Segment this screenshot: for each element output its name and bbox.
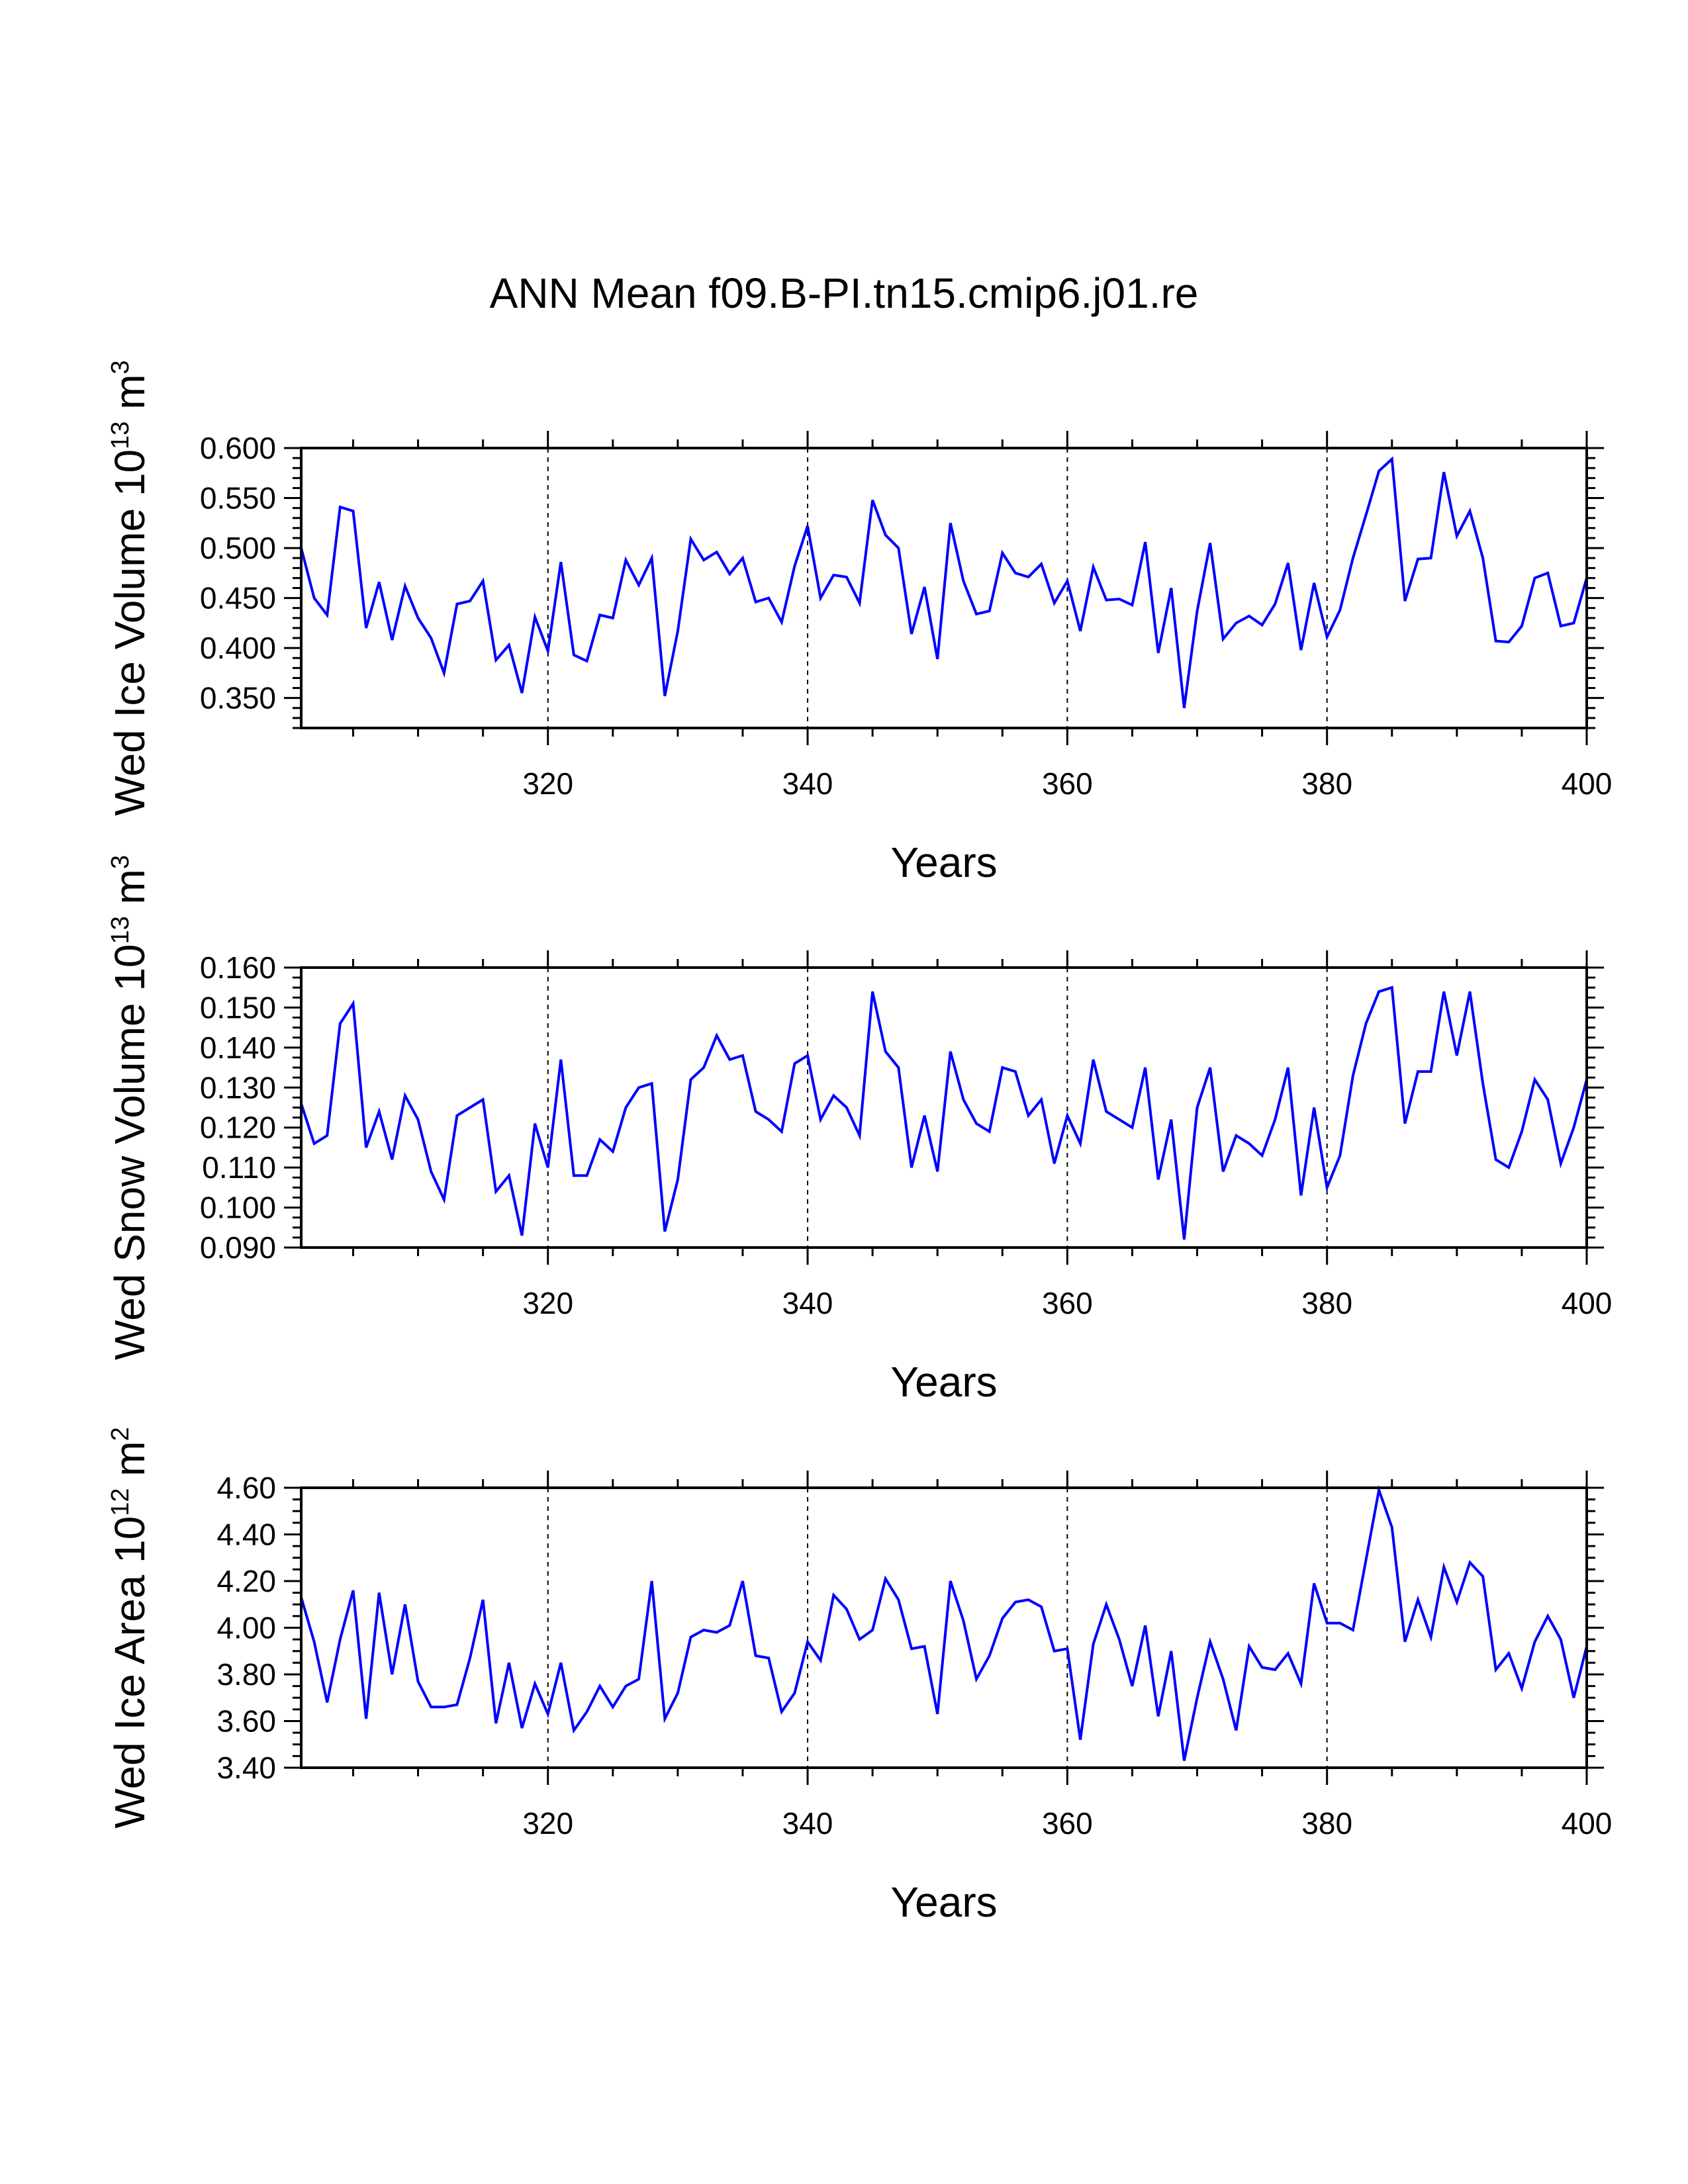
chart-panels: 320 340 360 380 400 0.350 0.400 0.450 0.500 0.550… — [106, 360, 1612, 1926]
y-axis-title: Wed Ice Area 1012 m2 — [106, 1427, 154, 1829]
y-tick-label: 4.40 — [216, 1518, 276, 1552]
series-line — [300, 1484, 1588, 1761]
x-tick-label: 320 — [522, 1286, 573, 1320]
chart-panel-3: 320 340 360 380 400 3.40 3.60 3.80 4.00 4.20 4.40 4… — [106, 1427, 1612, 1926]
y-tick-label: 0.090 — [200, 1230, 276, 1265]
y-tick-label: 0.150 — [200, 990, 276, 1024]
y-tick-label: 4.00 — [216, 1611, 276, 1645]
x-tick-label: 360 — [1042, 1806, 1093, 1841]
y-tick-label: 0.450 — [200, 581, 276, 615]
x-tick-label: 380 — [1301, 766, 1352, 801]
x-tick-label: 340 — [782, 766, 833, 801]
series-line — [300, 456, 1588, 709]
y-tick-label: 0.350 — [200, 681, 276, 715]
x-tick-label: 320 — [522, 1806, 573, 1841]
y-tick-label: 0.600 — [200, 431, 276, 465]
y-tick-label: 0.500 — [200, 531, 276, 565]
plot-frame — [300, 1486, 1588, 1769]
x-axis-title: Years — [890, 1358, 997, 1406]
y-tick-label: 3.40 — [216, 1751, 276, 1785]
chart-panel-1: 320 340 360 380 400 0.350 0.400 0.450 0.500 0.550… — [106, 360, 1612, 886]
x-tick-label: 340 — [782, 1806, 833, 1841]
y-tick-label: 0.140 — [200, 1030, 276, 1065]
y-axis-title: Wed Ice Volume 1013 m3 — [106, 360, 154, 815]
series-line — [300, 985, 1588, 1240]
x-tick-label: 380 — [1301, 1286, 1352, 1320]
x-tick-label: 320 — [522, 766, 573, 801]
figure-title: ANN Mean f09.B-PI.tn15.cmip6.j01.re — [490, 269, 1199, 317]
x-tick-label: 380 — [1301, 1806, 1352, 1841]
y-tick-label: 3.80 — [216, 1657, 276, 1692]
y-tick-label: 4.60 — [216, 1471, 276, 1505]
y-tick-label: 4.20 — [216, 1564, 276, 1598]
y-axis-title: Wed Snow Volume 1013 m3 — [106, 855, 154, 1360]
x-axis-title: Years — [890, 1878, 997, 1926]
x-tick-label: 360 — [1042, 766, 1093, 801]
x-tick-label: 340 — [782, 1286, 833, 1320]
x-tick-label: 360 — [1042, 1286, 1093, 1320]
chart-panel-2: 320 340 360 380 400 0.090 0.100 0.110 0.120 0.130… — [106, 855, 1612, 1406]
x-tick-label: 400 — [1562, 766, 1613, 801]
y-tick-label: 3.60 — [216, 1704, 276, 1739]
x-tick-label: 400 — [1562, 1286, 1613, 1320]
x-axis-title: Years — [890, 839, 997, 886]
y-tick-label: 0.400 — [200, 631, 276, 665]
y-tick-label: 0.550 — [200, 481, 276, 516]
y-tick-label: 0.120 — [200, 1111, 276, 1145]
x-tick-label: 400 — [1562, 1806, 1613, 1841]
y-tick-label: 0.160 — [200, 950, 276, 985]
y-tick-label: 0.100 — [200, 1191, 276, 1225]
y-tick-label: 0.110 — [202, 1150, 276, 1185]
y-tick-label: 0.130 — [200, 1070, 276, 1105]
